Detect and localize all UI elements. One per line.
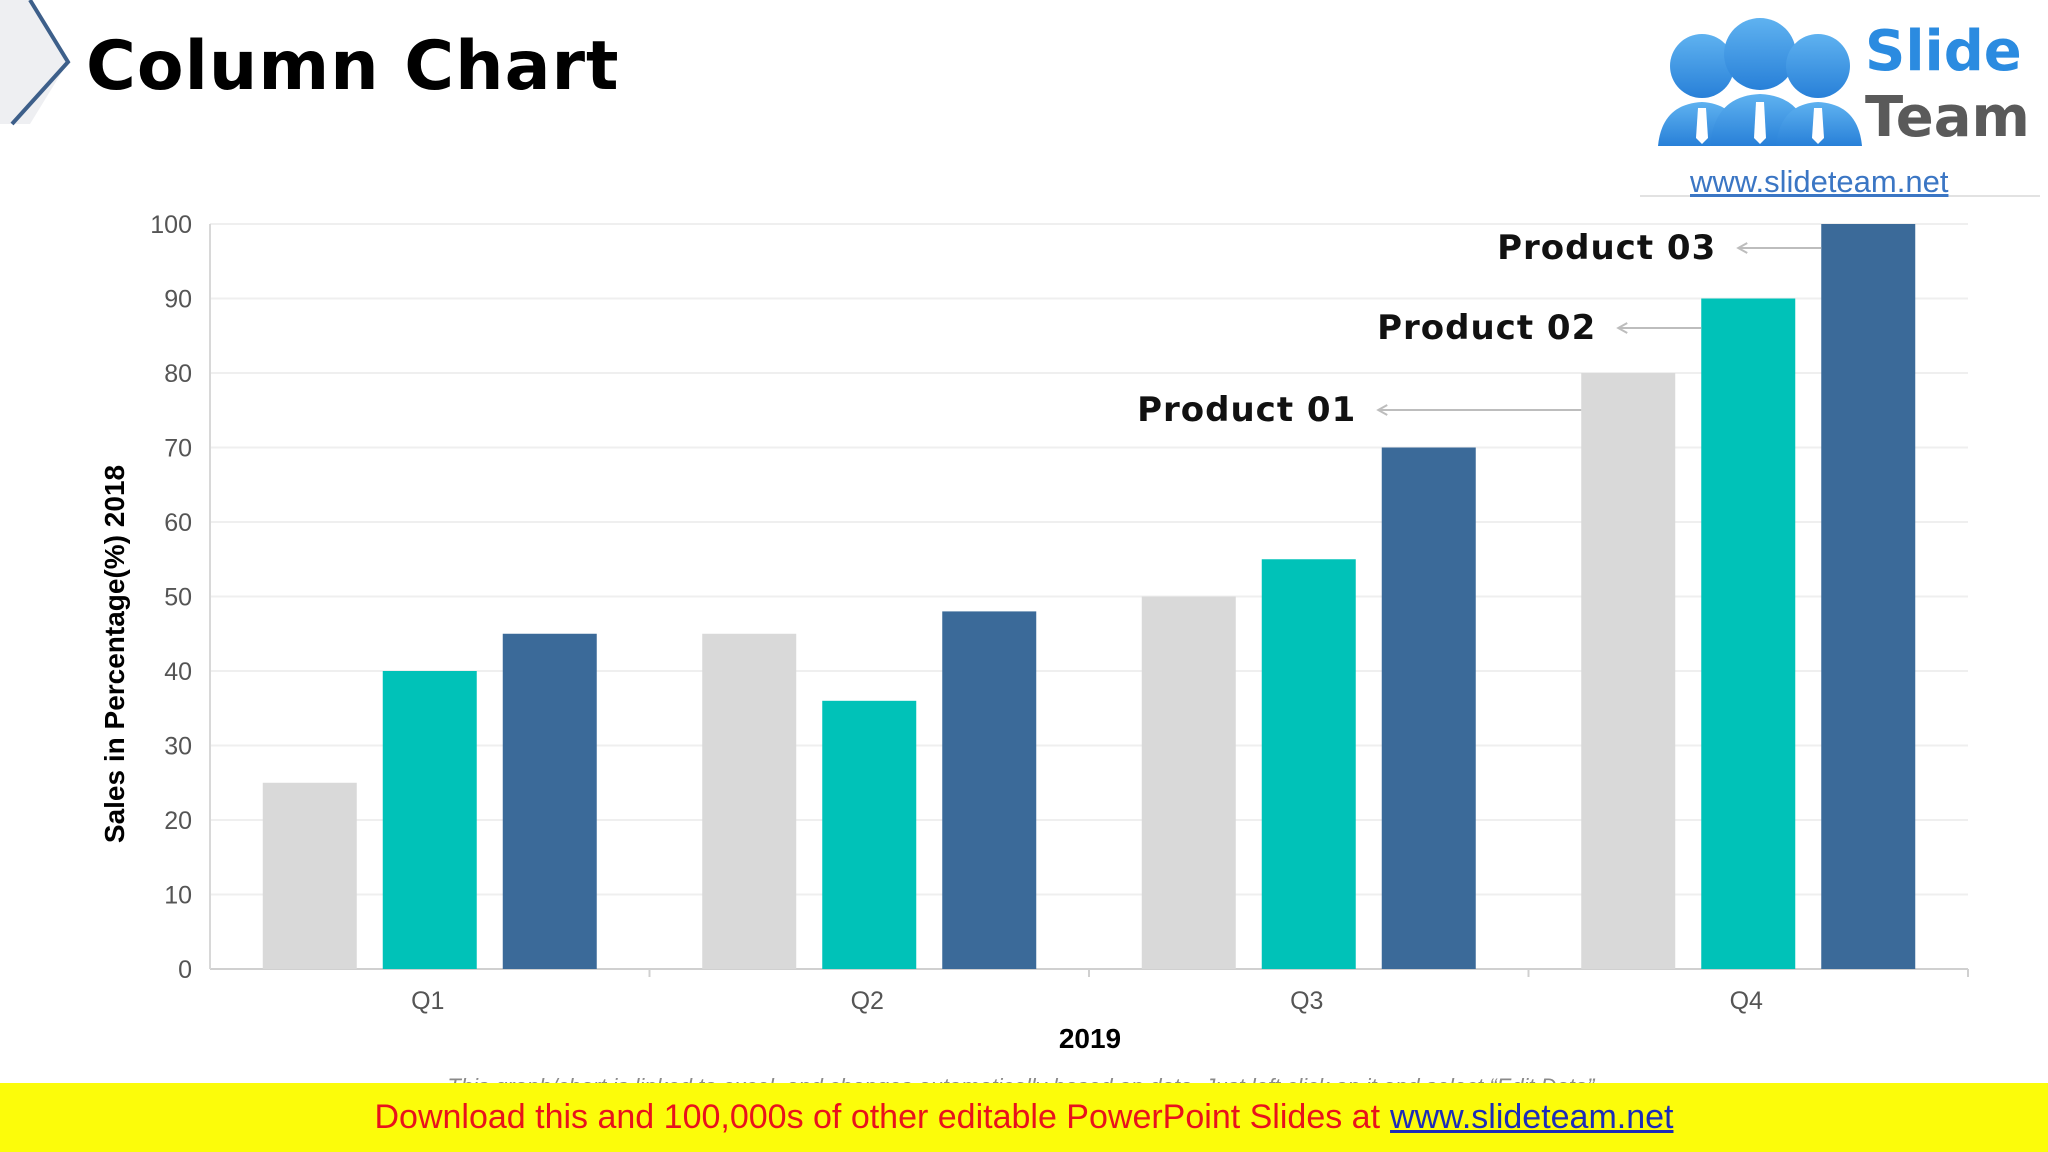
bar xyxy=(1701,298,1796,969)
y-tick-label: 80 xyxy=(164,360,192,388)
banner-link[interactable]: www.slideteam.net xyxy=(1390,1098,1674,1136)
y-axis-label: Sales in Percentage(%) 2018 xyxy=(99,465,130,843)
logo-url-link[interactable]: www.slideteam.net xyxy=(1690,164,1949,199)
bar xyxy=(382,671,477,969)
bar xyxy=(942,611,1037,969)
bar xyxy=(262,782,357,969)
y-tick-label: 20 xyxy=(164,807,192,835)
bar xyxy=(702,633,797,969)
y-tick-label: 50 xyxy=(164,584,192,612)
bar xyxy=(1581,373,1676,969)
y-tick-label: 30 xyxy=(164,733,192,761)
logo-word-team: Team xyxy=(1865,85,2030,150)
y-tick-label: 40 xyxy=(164,658,192,686)
y-tick-label: 10 xyxy=(164,882,192,910)
logo-word-slide: Slide xyxy=(1865,19,2022,84)
y-tick-label: 60 xyxy=(164,509,192,537)
x-tick-label: Q1 xyxy=(411,987,444,1015)
bar xyxy=(1141,596,1236,969)
arrow-icon xyxy=(1736,242,1748,254)
slideteam-logo: Slide Team xyxy=(1640,18,2040,197)
bars xyxy=(262,224,1916,969)
y-axis-ticks: 0 10 20 30 40 50 60 70 80 90 100 xyxy=(150,211,192,984)
bar xyxy=(822,700,917,969)
page-title: Column Chart xyxy=(86,27,620,106)
x-axis-label: 2019 xyxy=(1059,1023,1121,1054)
x-tick-label: Q4 xyxy=(1730,987,1763,1015)
x-axis-ticks: Q1 Q2 Q3 Q4 xyxy=(411,969,1969,1015)
bar xyxy=(1261,559,1356,969)
series-annotations: Product 01 Product 02 Product 03 xyxy=(1137,228,1822,430)
y-tick-label: 0 xyxy=(178,956,192,984)
x-tick-label: Q3 xyxy=(1290,987,1323,1015)
series-label: Product 01 xyxy=(1137,390,1356,430)
y-tick-label: 100 xyxy=(150,211,192,239)
bar xyxy=(1821,224,1916,969)
bar xyxy=(1381,447,1476,969)
x-tick-label: Q2 xyxy=(851,987,884,1015)
chevron-icon xyxy=(0,0,71,126)
arrow-icon xyxy=(1616,322,1628,334)
y-tick-label: 90 xyxy=(164,286,192,314)
arrow-icon xyxy=(1376,404,1388,416)
series-label: Product 03 xyxy=(1497,228,1716,268)
bar xyxy=(502,633,597,969)
banner-text: Download this and 100,000s of other edit… xyxy=(374,1098,1381,1136)
series-label: Product 02 xyxy=(1377,308,1596,348)
download-banner: Download this and 100,000s of other edit… xyxy=(0,1083,2048,1152)
y-tick-label: 70 xyxy=(164,435,192,463)
